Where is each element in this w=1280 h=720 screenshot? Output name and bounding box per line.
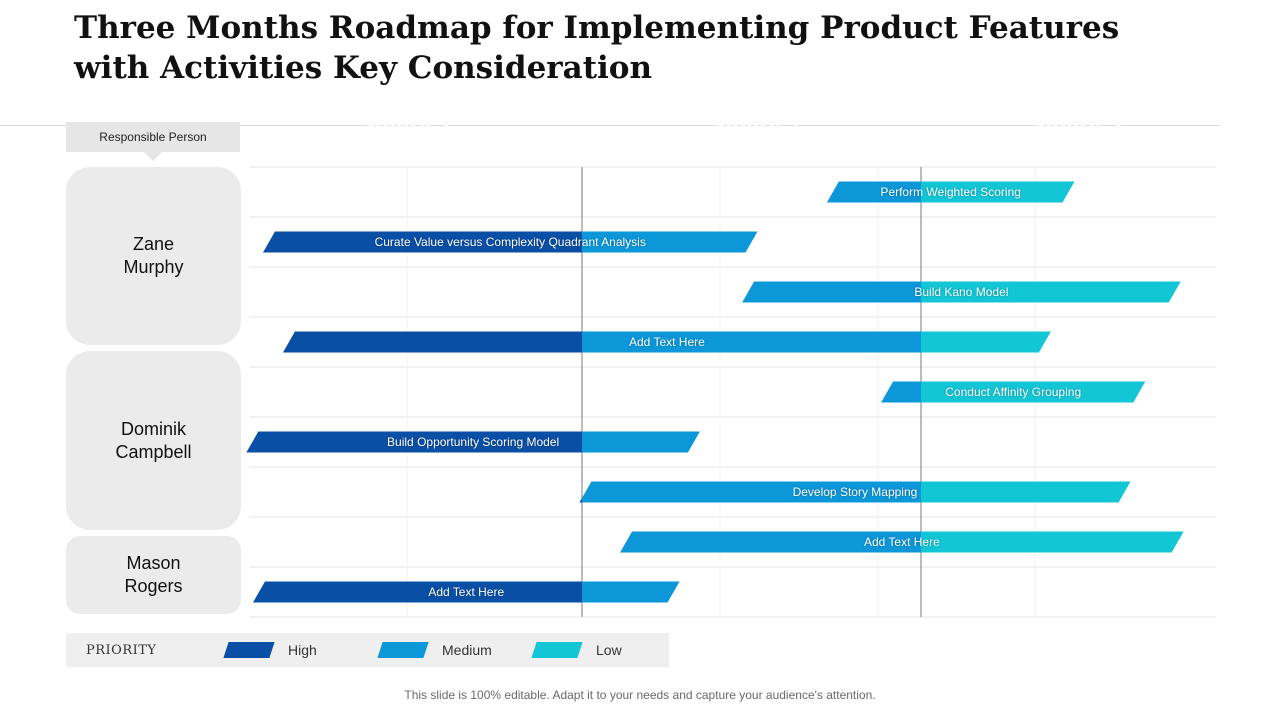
task-bar-label: Curate Value versus Complexity Quadrant …	[374, 235, 646, 249]
person-zane-murphy: Zane Murphy	[66, 167, 241, 345]
task-bar	[579, 481, 1131, 503]
person-last-name: Campbell	[115, 441, 192, 462]
task-bar-label: Develop Story Mapping	[792, 485, 918, 499]
person-first-name: Dominik	[120, 418, 186, 439]
task-bar	[620, 531, 1184, 553]
task-bar	[826, 181, 1075, 203]
page-title: Three Months Roadmap for Implementing Pr…	[74, 8, 1174, 88]
title-line-1: Three Months Roadmap for Implementing Pr…	[74, 10, 1120, 46]
task-bar	[262, 231, 758, 253]
task-bar	[246, 431, 700, 453]
task-bar-label: Add Text Here	[428, 585, 505, 599]
footer-note: This slide is 100% editable. Adapt it to…	[404, 688, 876, 702]
priority-legend: PRIORITY High Medium Low	[66, 633, 669, 667]
task-bar-label: Add Text Here	[629, 335, 705, 349]
task-bar	[881, 381, 1146, 403]
task-bar-label: Add Text Here	[863, 535, 940, 549]
legend-label-high: High	[288, 642, 317, 658]
legend-swatch-low	[531, 642, 583, 658]
task-bar	[742, 281, 1181, 303]
legend-label-medium: Medium	[442, 642, 492, 658]
responsible-person-header: Responsible Person	[66, 122, 240, 152]
month-2-pill: Month 2	[712, 114, 802, 136]
task-bar-label: Build Opportunity Scoring Model	[387, 435, 560, 449]
legend-title: PRIORITY	[86, 642, 157, 658]
task-bar-label: Conduct Affinity Grouping	[945, 385, 1082, 399]
person-last-name: Rogers	[124, 576, 183, 596]
task-bar-label: Perform Weighted Scoring	[880, 185, 1021, 199]
responsible-person-pointer	[144, 152, 162, 161]
task-bar-label: Build Kano Model	[914, 285, 1009, 299]
person-dominik-campbell: Dominik Campbell	[66, 351, 241, 530]
legend-label-low: Low	[596, 642, 622, 658]
legend-swatch-medium	[377, 642, 429, 658]
task-bar	[282, 331, 1051, 353]
person-last-name: Murphy	[123, 257, 184, 277]
person-first-name: Zane	[132, 234, 175, 254]
legend-swatch-high	[223, 642, 275, 658]
task-bar	[252, 581, 680, 603]
person-first-name: Mason	[126, 553, 181, 573]
person-mason-rogers: Mason Rogers	[66, 536, 241, 614]
month-1-pill: Month 1	[362, 114, 452, 136]
header-divider	[0, 125, 1220, 126]
title-line-2: with Activities Key Consideration	[74, 50, 653, 86]
month-3-pill: Month 3	[1032, 114, 1122, 136]
